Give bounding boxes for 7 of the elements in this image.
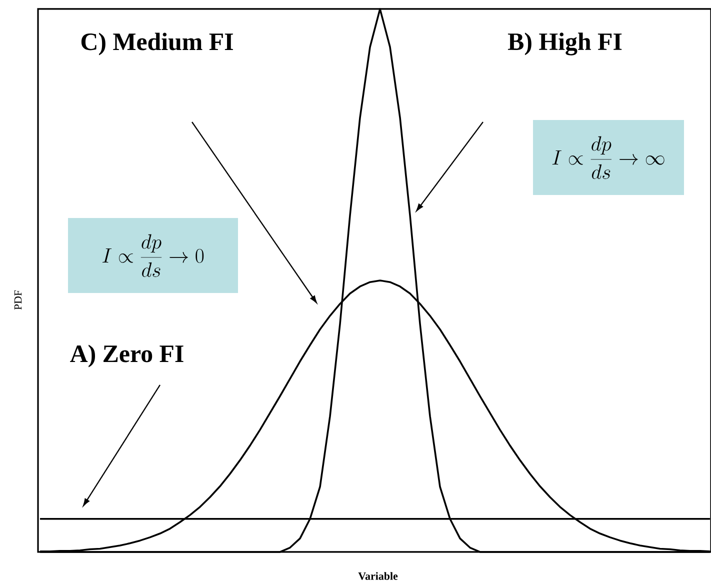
y-axis-title: PDF [14,290,22,310]
x-axis-title: Variable [358,572,398,580]
annotation: $I \propto \frac{dp}{ds} \to \infty$ [552,136,664,179]
annotation: $I \propto \frac{dp}{ds} \to 0$ [102,234,204,277]
annotation: B) High FI [508,32,622,56]
annotation: A) Zero FI [70,344,184,368]
annotation: C) Medium FI [81,32,233,56]
